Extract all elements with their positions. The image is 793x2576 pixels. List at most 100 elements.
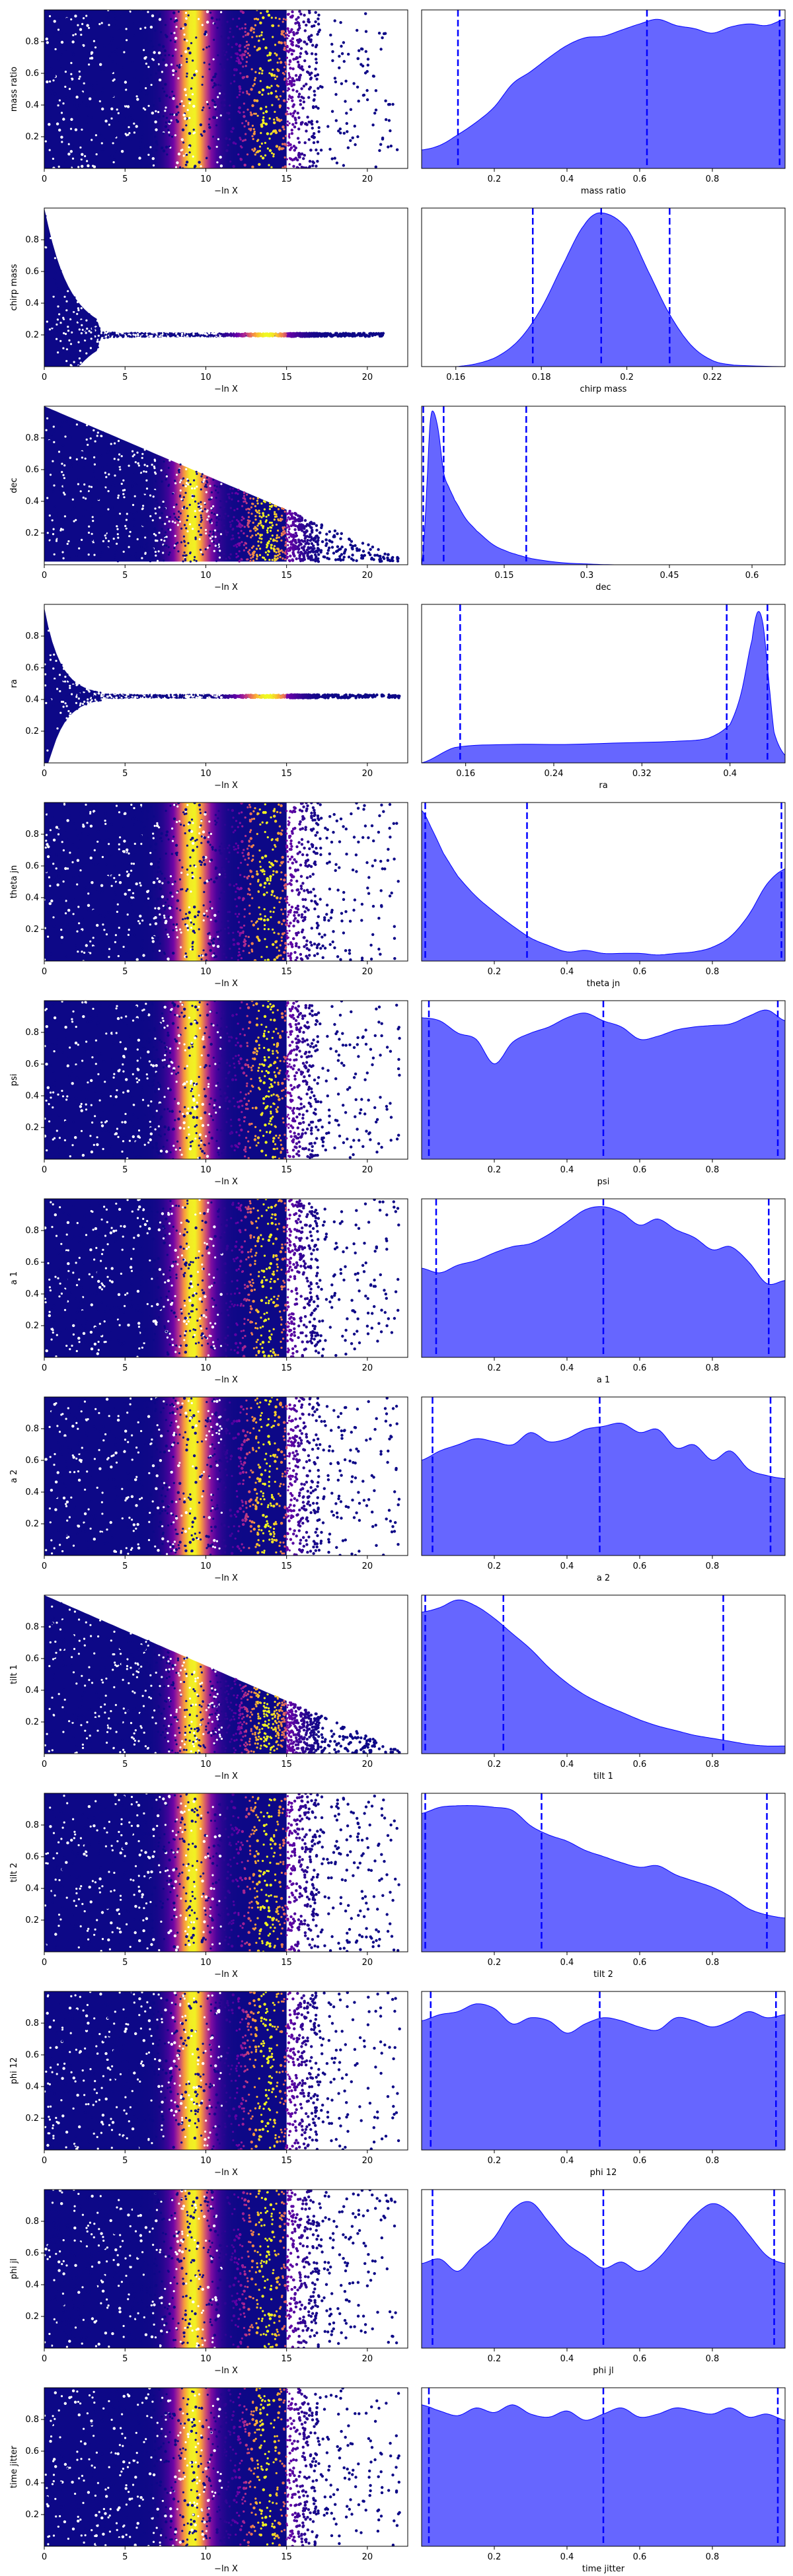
- trace-point: [262, 38, 265, 41]
- trace-point: [330, 157, 334, 161]
- trace-point: [185, 161, 189, 164]
- trace-point: [210, 519, 213, 521]
- trace-point: [114, 17, 116, 20]
- trace-point: [59, 458, 61, 462]
- trace-point: [356, 28, 359, 32]
- trace-point: [170, 18, 172, 20]
- trace-point: [162, 45, 165, 48]
- trace-point: [67, 435, 70, 438]
- trace-point: [201, 109, 204, 112]
- trace-point: [178, 471, 180, 474]
- trace-point: [328, 332, 332, 336]
- trace-point: [238, 44, 241, 48]
- trace-point: [225, 137, 228, 140]
- trace-point: [289, 67, 292, 70]
- trace-point: [246, 52, 249, 55]
- trace-point: [218, 18, 221, 21]
- trace-point: [283, 48, 286, 52]
- trace-point: [217, 96, 219, 98]
- trace-point: [174, 166, 178, 168]
- trace-point: [61, 497, 64, 501]
- trace-point: [245, 502, 248, 505]
- trace-point: [47, 277, 50, 280]
- trace-point: [93, 466, 95, 469]
- trace-point: [101, 91, 104, 94]
- trace-point: [222, 515, 225, 519]
- trace-point: [284, 44, 287, 46]
- trace-point: [251, 135, 254, 137]
- trace-point: [58, 685, 61, 688]
- trace-point: [186, 153, 188, 156]
- trace-point: [88, 330, 91, 332]
- trace-point: [252, 527, 255, 530]
- trace-point: [80, 320, 83, 322]
- posterior-xtick-label: 0.18: [532, 373, 551, 382]
- trace-point: [356, 135, 359, 139]
- trace-point: [245, 61, 248, 63]
- trace-xtick-label: 15: [281, 174, 292, 184]
- trace-point: [205, 491, 208, 493]
- trace-point: [292, 164, 295, 168]
- trace-point: [106, 336, 109, 339]
- trace-point: [61, 549, 64, 552]
- trace-point: [119, 147, 122, 151]
- trace-point: [93, 429, 95, 432]
- trace-point: [298, 76, 301, 79]
- trace-point: [46, 497, 49, 499]
- trace-point: [278, 550, 280, 554]
- trace-point: [60, 308, 63, 310]
- trace-point: [179, 494, 182, 497]
- trace-point: [238, 48, 242, 52]
- trace-point: [168, 520, 170, 523]
- trace-point: [208, 544, 211, 547]
- trace-point: [266, 85, 269, 89]
- trace-point: [287, 87, 289, 90]
- trace-point: [155, 480, 157, 483]
- trace-point: [87, 554, 90, 556]
- trace-point: [289, 546, 293, 550]
- trace-point: [208, 147, 211, 150]
- trace-point: [283, 165, 287, 168]
- trace-point: [299, 66, 302, 70]
- trace-point: [172, 97, 175, 100]
- trace-point: [56, 323, 58, 326]
- trace-point: [235, 546, 238, 548]
- trace-xtick-label: 0: [42, 373, 47, 382]
- trace-point: [192, 333, 195, 336]
- trace-point: [109, 485, 112, 488]
- trace-point: [250, 127, 252, 130]
- trace-point: [272, 36, 274, 38]
- trace-point: [314, 67, 317, 71]
- trace-point: [85, 703, 87, 705]
- trace-point: [295, 90, 299, 93]
- trace-point: [278, 147, 281, 151]
- trace-point: [62, 279, 65, 282]
- trace-point: [329, 33, 332, 37]
- trace-point: [276, 540, 278, 542]
- trace-point: [148, 162, 151, 165]
- trace-point: [64, 161, 67, 164]
- trace-point: [247, 44, 250, 46]
- trace-point: [125, 519, 128, 521]
- trace-point: [185, 164, 188, 166]
- trace-point: [307, 535, 311, 538]
- trace-point: [276, 534, 278, 537]
- trace-point: [133, 336, 135, 338]
- trace-point: [232, 141, 235, 145]
- trace-point: [152, 59, 155, 61]
- trace-point: [93, 431, 95, 434]
- trace-point: [184, 94, 188, 96]
- trace-point: [165, 537, 167, 540]
- trace-point: [300, 152, 304, 156]
- trace-point: [268, 72, 271, 75]
- trace-point: [165, 544, 168, 547]
- trace-point: [338, 127, 342, 131]
- trace-point: [273, 519, 276, 521]
- trace-point: [115, 17, 118, 20]
- trace-point: [73, 145, 76, 148]
- trace-point: [107, 16, 110, 19]
- trace-point: [175, 518, 178, 520]
- trace-point: [128, 335, 130, 338]
- trace-point: [287, 124, 289, 127]
